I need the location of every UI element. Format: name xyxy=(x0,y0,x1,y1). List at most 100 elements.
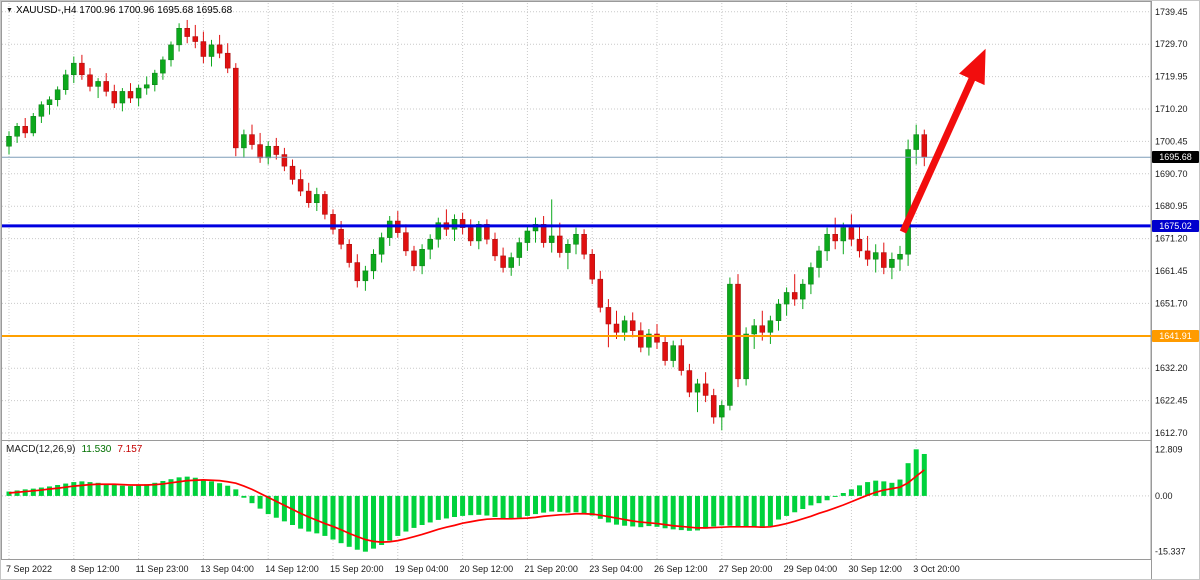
macd-histogram-bar xyxy=(330,495,336,540)
macd-histogram-bar xyxy=(848,489,854,496)
symbol-ohlc-text: XAUUSD-,H4 1700.96 1700.96 1695.68 1695.… xyxy=(15,5,233,16)
macd-histogram-bar xyxy=(192,477,198,496)
bull-candle xyxy=(314,194,320,203)
bear-candle xyxy=(127,91,134,99)
bull-candle xyxy=(524,230,531,243)
macd-histogram-bar xyxy=(257,495,263,509)
macd-histogram-bar xyxy=(751,495,757,528)
bull-candle xyxy=(427,239,433,250)
macd-histogram-bar xyxy=(508,495,514,519)
bear-candle xyxy=(832,234,838,242)
macd-histogram-bar xyxy=(298,495,304,529)
bull-candle xyxy=(95,81,101,87)
price-tick-label: 1690.70 xyxy=(1155,169,1188,179)
macd-histogram-bar xyxy=(622,495,628,526)
bear-candle xyxy=(273,145,280,155)
bear-candle xyxy=(848,227,855,240)
bull-candle xyxy=(160,59,166,74)
bull-candle xyxy=(135,87,142,99)
macd-histogram-bar xyxy=(460,495,466,516)
annotation-layer xyxy=(899,48,986,234)
macd-histogram-bar xyxy=(589,495,595,516)
bull-candle xyxy=(30,116,37,134)
price-tick-label: 1632.20 xyxy=(1155,363,1188,373)
bear-candle xyxy=(654,333,660,343)
trend-arrow[interactable] xyxy=(899,48,986,234)
macd-histogram-bar xyxy=(225,485,231,496)
bull-candle xyxy=(362,270,369,282)
macd-histogram-bar xyxy=(233,489,239,496)
time-axis-label: 26 Sep 12:00 xyxy=(654,564,708,574)
bear-candle xyxy=(346,244,352,263)
time-axis-label: 15 Sep 20:00 xyxy=(330,564,384,574)
bear-candle xyxy=(233,67,239,149)
macd-histogram-bar xyxy=(776,495,781,520)
bear-candle xyxy=(856,239,863,252)
bear-candle xyxy=(686,370,693,393)
macd-histogram-bar xyxy=(144,484,150,496)
price-tick-label: 1680.95 xyxy=(1155,201,1188,211)
bull-candle xyxy=(119,91,126,104)
price-tick-label: 1651.70 xyxy=(1155,298,1188,308)
price-tick-label: 1710.20 xyxy=(1155,104,1188,114)
macd-histogram-bar xyxy=(281,495,287,522)
macd-histogram-bar xyxy=(419,495,425,525)
bull-candle xyxy=(241,134,247,149)
bull-candle xyxy=(670,345,676,361)
time-axis-label: 19 Sep 04:00 xyxy=(395,564,449,574)
time-axis-label: 13 Sep 04:00 xyxy=(200,564,254,574)
bull-candle xyxy=(840,227,847,242)
bear-candle xyxy=(759,325,766,333)
bull-candle xyxy=(419,248,425,267)
macd-histogram-bar xyxy=(273,495,279,518)
macd-histogram-bar xyxy=(678,495,684,531)
macd-histogram-bar xyxy=(128,486,133,496)
macd-histogram-bar xyxy=(524,495,530,516)
macd-histogram-bar xyxy=(452,495,457,517)
macd-histogram-bar xyxy=(727,495,733,526)
price-tick-label: 1700.45 xyxy=(1155,136,1188,146)
macd-histogram-bar xyxy=(881,481,887,496)
macd-histogram-bar xyxy=(816,495,822,504)
macd-histogram-bar xyxy=(290,495,295,525)
orange-level-price-tag: 1641.91 xyxy=(1152,329,1199,342)
macd-histogram-bar xyxy=(719,495,725,526)
axis-labels-layer: 1739.45 1729.70 1719.95 1710.20 1700.45 1690.… xyxy=(6,7,1188,574)
macd-histogram-bar xyxy=(840,493,846,496)
bull-candle xyxy=(38,104,45,117)
bear-candle xyxy=(281,154,288,167)
bull-candle xyxy=(6,136,12,147)
bull-candle xyxy=(143,84,150,89)
bear-candle xyxy=(791,292,798,300)
macd-histogram-bar xyxy=(767,495,773,527)
time-axis-label: 29 Sep 04:00 xyxy=(784,564,838,574)
macd-histogram-bar xyxy=(354,495,360,550)
macd-histogram-bar xyxy=(30,488,36,496)
macd-histogram-bar xyxy=(168,479,174,496)
macd-histogram-bar xyxy=(686,495,692,531)
macd-layer xyxy=(2,449,1151,552)
macd-histogram-bar xyxy=(516,495,522,518)
bull-candle xyxy=(62,74,69,90)
bear-candle xyxy=(22,126,28,134)
dropdown-triangle-icon[interactable]: ▼ xyxy=(6,7,13,14)
bear-candle xyxy=(200,41,207,57)
macd-histogram-bar xyxy=(14,490,20,496)
bull-candle xyxy=(565,244,571,253)
bear-candle xyxy=(702,383,709,396)
bear-candle xyxy=(500,255,506,268)
price-tick-label: 1729.70 xyxy=(1155,39,1188,49)
macd-histogram-bar xyxy=(735,495,741,527)
macd-histogram-bar xyxy=(249,495,255,504)
macd-histogram-bar xyxy=(533,495,538,515)
bull-candle xyxy=(14,126,20,137)
macd-histogram-bar xyxy=(395,495,401,536)
bear-candle xyxy=(79,62,85,76)
macd-histogram-bar xyxy=(857,485,862,496)
macd-scale-label: 0.00 xyxy=(1155,491,1173,501)
bull-candle xyxy=(775,303,782,321)
bear-candle xyxy=(257,144,263,159)
macd-histogram-bar xyxy=(484,495,490,516)
